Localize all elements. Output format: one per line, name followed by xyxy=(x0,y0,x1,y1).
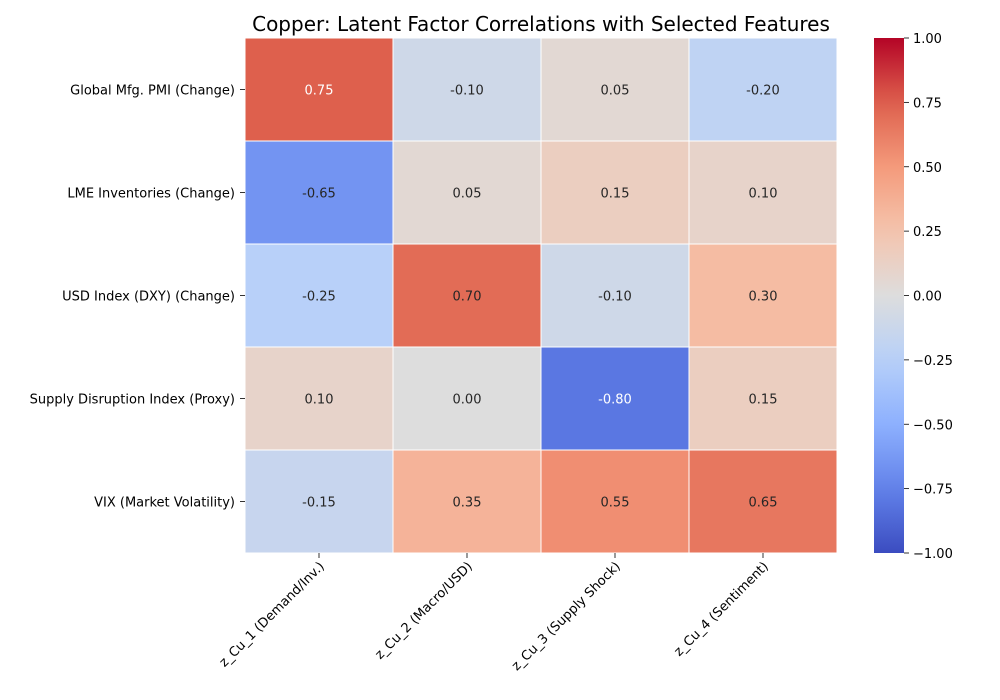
cell-value-label: 0.65 xyxy=(749,496,778,511)
heatmap-cell xyxy=(244,140,394,245)
colorbar-tick-label: −0.25 xyxy=(913,354,953,369)
colorbar: −1.00 −0.75 −0.50 −0.25 0.00 0.25 0.50 0.75 1.00 xyxy=(874,32,953,562)
heatmap-cell xyxy=(688,140,838,245)
heatmap-cell xyxy=(244,37,394,142)
cell-value-label: -0.65 xyxy=(302,187,336,202)
heatmap-cell xyxy=(688,346,838,451)
cell-value-label: 0.15 xyxy=(749,393,778,408)
cell-value-label: 0.70 xyxy=(453,290,482,305)
colorbar-tick-label: −0.75 xyxy=(913,483,953,498)
cell-value-label: 0.10 xyxy=(749,187,778,202)
cell-value-label: 0.00 xyxy=(453,393,482,408)
column-label: z_Cu_4 (Sentiment) xyxy=(671,559,771,659)
cell-value-label: -0.15 xyxy=(302,496,336,511)
chart-title: Copper: Latent Factor Correlations with … xyxy=(252,12,830,36)
heatmap-cell xyxy=(540,37,690,142)
row-label: LME Inventories (Change) xyxy=(67,187,235,202)
heatmap-cell xyxy=(392,243,542,348)
cell-value-label: -0.10 xyxy=(450,84,484,99)
heatmap-cell xyxy=(392,140,542,245)
row-label: Supply Disruption Index (Proxy) xyxy=(30,393,235,408)
column-label: z_Cu_3 (Supply Shock) xyxy=(509,559,624,674)
column-label: z_Cu_2 (Macro/USD) xyxy=(372,559,475,662)
colorbar-tick-label: 0.75 xyxy=(913,96,942,111)
colorbar-tick-label: 0.50 xyxy=(913,161,942,176)
column-label: z_Cu_1 (Demand/Inv.) xyxy=(217,559,328,670)
heatmap-cell xyxy=(540,449,690,554)
cell-value-label: 0.05 xyxy=(601,84,630,99)
row-labels: Global Mfg. PMI (Change) LME Inventories … xyxy=(30,84,245,511)
cell-value-label: 0.05 xyxy=(453,187,482,202)
heatmap-cell xyxy=(392,346,542,451)
cell-value-label: 0.15 xyxy=(601,187,630,202)
row-label: Global Mfg. PMI (Change) xyxy=(70,84,235,99)
heatmap-cell xyxy=(244,346,394,451)
colorbar-tick-label: 1.00 xyxy=(913,32,942,47)
column-labels: z_Cu_1 (Demand/Inv.) z_Cu_2 (Macro/USD) z_… xyxy=(217,553,772,674)
heatmap-cell xyxy=(392,449,542,554)
colorbar-tick-label: 0.00 xyxy=(913,290,942,305)
cell-value-label: 0.75 xyxy=(305,84,334,99)
cell-value-label: 0.10 xyxy=(305,393,334,408)
row-label: USD Index (DXY) (Change) xyxy=(62,290,235,305)
heatmap-cell xyxy=(540,346,690,451)
cell-value-label: -0.20 xyxy=(746,84,780,99)
heatmap-cell xyxy=(392,37,542,142)
cell-value-label: -0.80 xyxy=(598,393,632,408)
cell-value-label: -0.10 xyxy=(598,290,632,305)
cell-value-label: -0.25 xyxy=(302,290,336,305)
colorbar-tick-label: 0.25 xyxy=(913,225,942,240)
heatmap-cell xyxy=(688,37,838,142)
heatmap-cell xyxy=(688,243,838,348)
cell-value-label: 0.35 xyxy=(453,496,482,511)
heatmap-cell xyxy=(688,449,838,554)
cell-value-label: 0.30 xyxy=(749,290,778,305)
row-label: VIX (Market Volatility) xyxy=(94,496,235,511)
cell-value-label: 0.55 xyxy=(601,496,630,511)
colorbar-gradient xyxy=(874,38,904,553)
colorbar-tick-label: −1.00 xyxy=(913,547,953,562)
heatmap-cells: 0.75 -0.10 0.05 -0.20 -0.65 0.05 0.15 0.10 -0.25… xyxy=(244,37,838,554)
heatmap-cell xyxy=(244,449,394,554)
colorbar-tick-label: −0.50 xyxy=(913,418,953,433)
